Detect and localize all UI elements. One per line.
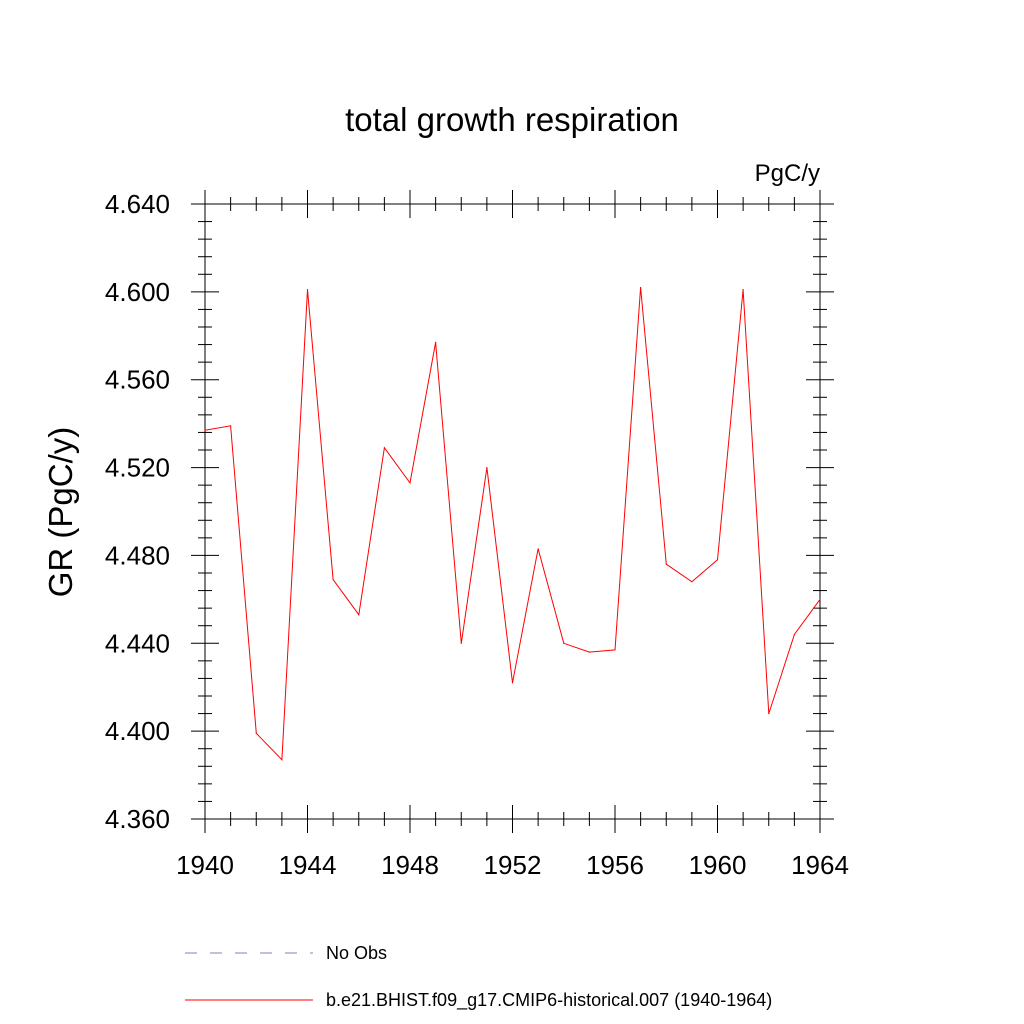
data-point xyxy=(255,732,257,734)
y-tick-label: 4.520 xyxy=(105,453,170,483)
x-tick-label: 1964 xyxy=(791,850,849,880)
data-point xyxy=(588,651,590,653)
data-point xyxy=(614,649,616,651)
y-tick-label: 4.440 xyxy=(105,628,170,658)
x-tick-label: 1952 xyxy=(484,850,542,880)
data-point xyxy=(332,578,334,581)
data-point xyxy=(537,548,539,550)
data-point xyxy=(230,425,232,427)
data-point xyxy=(742,289,744,291)
data-point xyxy=(409,482,411,484)
data-point xyxy=(511,682,514,684)
data-point xyxy=(716,559,719,561)
data-point xyxy=(665,563,667,565)
x-tick-label: 1956 xyxy=(586,850,644,880)
data-point xyxy=(383,447,385,449)
y-tick-label: 4.480 xyxy=(105,540,170,570)
data-point xyxy=(563,642,565,644)
series-layer xyxy=(204,286,821,761)
legend-label: b.e21.BHIST.f09_g17.CMIP6-historical.007… xyxy=(326,990,772,1011)
data-point xyxy=(204,429,206,431)
data-point xyxy=(768,712,770,715)
y-axis-label: GR (PgC/y) xyxy=(42,427,79,598)
chart-title: total growth respiration xyxy=(345,101,679,138)
data-point xyxy=(435,341,437,343)
y-tick-label: 4.400 xyxy=(105,716,170,746)
y-axis-ticks: 4.360 4.400 4.440 4.480 4.520 4.560 4.600 4.640 xyxy=(105,189,834,834)
y-tick-label: 4.560 xyxy=(105,365,170,395)
x-axis-ticks: 1940 1944 1948 1952 1956 1960 1964 xyxy=(176,190,849,880)
y-tick-label: 4.640 xyxy=(105,189,170,219)
x-tick-label: 1940 xyxy=(176,850,234,880)
legend: No Obs b.e21.BHIST.f09_g17.CMIP6-historic… xyxy=(185,943,772,1011)
y-tick-label: 4.360 xyxy=(105,804,170,834)
data-point xyxy=(691,581,693,583)
x-tick-label: 1960 xyxy=(689,850,747,880)
data-point xyxy=(460,642,462,644)
x-tick-label: 1948 xyxy=(381,850,439,880)
data-point xyxy=(358,614,360,616)
units-label: PgC/y xyxy=(755,160,820,187)
data-point xyxy=(819,598,821,600)
data-point xyxy=(793,633,795,636)
plot-frame xyxy=(204,203,821,820)
data-point xyxy=(640,286,642,289)
data-point xyxy=(306,289,309,291)
data-point xyxy=(281,759,283,761)
data-point xyxy=(486,466,488,469)
series-line xyxy=(204,287,821,761)
legend-label: No Obs xyxy=(326,943,387,963)
x-tick-label: 1944 xyxy=(279,850,337,880)
y-tick-label: 4.600 xyxy=(105,277,170,307)
